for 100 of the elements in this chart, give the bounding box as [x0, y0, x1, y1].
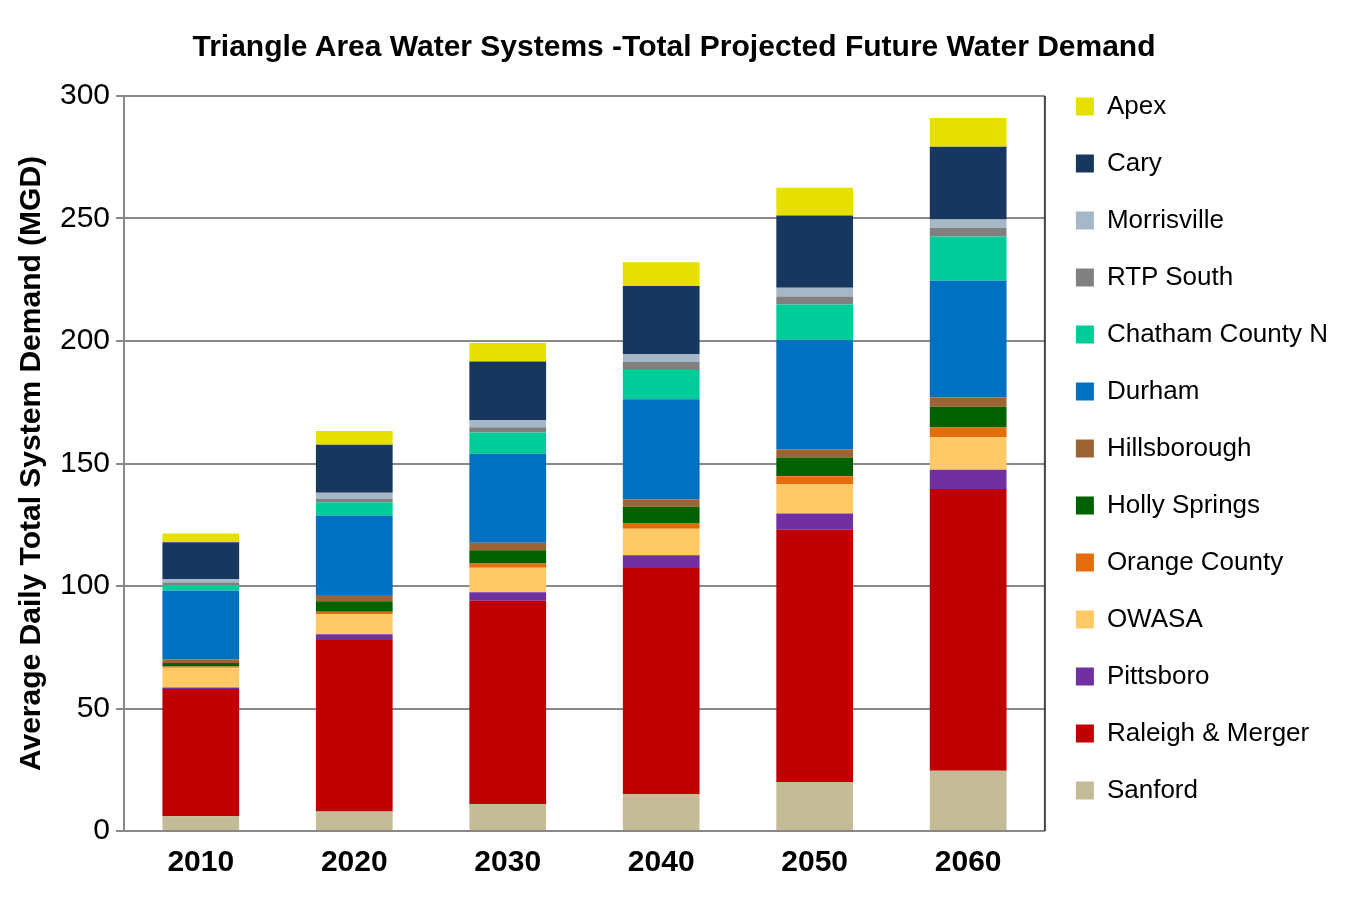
bar — [622, 523, 700, 529]
bar — [162, 585, 240, 591]
bar — [622, 794, 700, 830]
bar — [315, 601, 393, 612]
bar — [776, 484, 854, 514]
bar — [929, 770, 1007, 830]
legend-label: Holly Springs — [1106, 488, 1261, 519]
bar — [929, 397, 1007, 407]
bar — [929, 118, 1007, 147]
bar — [469, 453, 547, 543]
bar — [622, 369, 700, 400]
bar — [622, 353, 700, 363]
bar — [776, 340, 854, 450]
bar — [776, 304, 854, 341]
bar — [929, 406, 1007, 428]
legend-label: Pittsboro — [1106, 659, 1210, 690]
bar — [162, 816, 240, 830]
bar — [776, 457, 854, 477]
legend-label: Hillsborough — [1106, 431, 1252, 462]
bar — [162, 542, 240, 579]
x-tick-label: 2030 — [474, 844, 542, 878]
x-tick-label: 2040 — [627, 844, 695, 878]
legend-label: Durham — [1106, 374, 1200, 405]
legend-label: Cary — [1106, 146, 1162, 177]
y-tick-label: 0 — [93, 812, 111, 846]
bar — [776, 513, 854, 530]
bar — [929, 427, 1007, 438]
bar — [469, 563, 547, 568]
bar — [469, 567, 547, 593]
bar — [315, 611, 393, 614]
bar — [162, 667, 240, 688]
bar — [315, 444, 393, 493]
bar — [776, 476, 854, 485]
y-tick-label: 250 — [59, 199, 111, 233]
y-tick-label: 200 — [59, 322, 111, 356]
bar — [162, 662, 240, 667]
bar — [929, 437, 1007, 470]
legend-label: OWASA — [1106, 602, 1204, 633]
bar — [929, 236, 1007, 281]
bar — [929, 469, 1007, 489]
y-tick-label: 300 — [59, 77, 111, 111]
legend-label: Morrisville — [1106, 203, 1224, 234]
y-tick-label: 150 — [59, 444, 111, 478]
bar — [469, 361, 547, 420]
x-tick-label: 2020 — [320, 844, 388, 878]
bar — [622, 362, 700, 370]
bar — [622, 286, 700, 354]
bar — [929, 488, 1007, 771]
bar — [315, 515, 393, 596]
bar — [162, 533, 240, 543]
bar — [315, 634, 393, 640]
y-tick-label: 100 — [59, 567, 111, 601]
bar — [469, 419, 547, 428]
bar — [776, 782, 854, 830]
bar — [162, 590, 240, 660]
bar — [929, 219, 1007, 228]
bar — [622, 528, 700, 556]
legend-label: RTP South — [1106, 260, 1234, 291]
y-axis-title: Average Daily Total System Demand (MGD) — [13, 155, 47, 772]
y-tick-label: 50 — [76, 689, 111, 723]
chart-title: Triangle Area Water Systems -Total Projected Future Water Demand — [192, 29, 1156, 63]
bar — [776, 215, 854, 288]
bar — [315, 492, 393, 499]
legend-label: Raleigh & Merger — [1106, 716, 1310, 747]
legend-label: Chatham County N — [1106, 317, 1329, 348]
x-tick-label: 2010 — [167, 844, 235, 878]
bar — [622, 262, 700, 287]
bar — [929, 146, 1007, 220]
bar — [315, 595, 393, 602]
bar — [469, 542, 547, 551]
bar — [315, 639, 393, 812]
legend-label: Orange County — [1106, 545, 1284, 576]
bar — [622, 499, 700, 507]
bar — [315, 430, 393, 445]
bar — [469, 342, 547, 362]
bar — [776, 296, 854, 305]
bar — [469, 600, 547, 805]
x-tick-label: 2050 — [781, 844, 849, 878]
bar — [776, 529, 854, 782]
bar — [315, 811, 393, 830]
legend-label: Apex — [1106, 89, 1167, 120]
bar — [469, 804, 547, 830]
bar — [776, 187, 854, 216]
bar — [469, 592, 547, 601]
bar — [162, 659, 240, 663]
x-tick-label: 2060 — [934, 844, 1002, 878]
bar — [469, 427, 547, 433]
bar — [315, 502, 393, 516]
bar — [929, 280, 1007, 398]
bar — [929, 227, 1007, 237]
bar — [622, 555, 700, 569]
bar — [162, 688, 240, 817]
bar — [622, 506, 700, 524]
bar — [162, 578, 240, 583]
bar — [622, 399, 700, 500]
bar — [776, 287, 854, 297]
bar — [776, 449, 854, 458]
bar — [469, 550, 547, 564]
bar — [315, 613, 393, 635]
bar — [469, 432, 547, 454]
